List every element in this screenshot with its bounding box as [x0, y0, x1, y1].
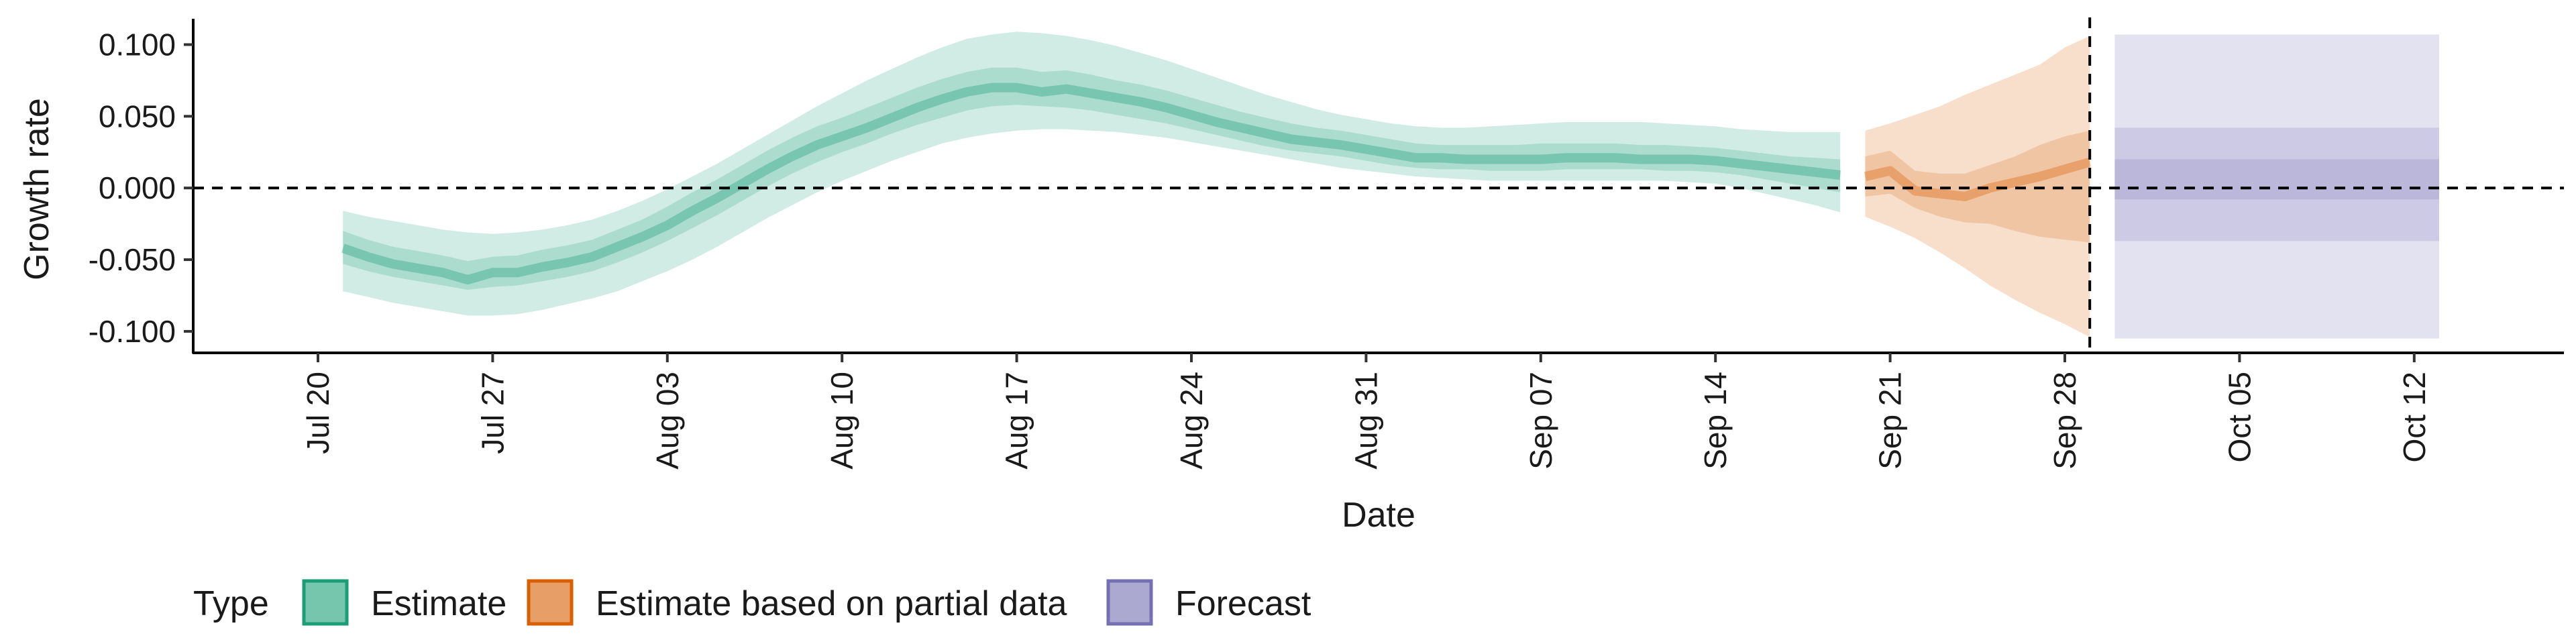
uncertainty-bands — [343, 32, 2439, 339]
x-tick-label: Sep 28 — [2047, 372, 2082, 470]
median-lines — [341, 83, 2092, 284]
forecast-band-90 — [2114, 34, 2439, 339]
x-tick-label: Oct 05 — [2222, 372, 2257, 463]
forecast-band-20 — [2114, 159, 2439, 200]
x-tick-label: Sep 21 — [1873, 372, 1908, 470]
legend-swatch — [302, 579, 349, 626]
legend-label: Estimate — [371, 584, 506, 623]
reference-lines — [193, 17, 2564, 353]
y-tick-label: -0.050 — [89, 242, 176, 277]
estimate-based-on-partial-data-band-50 — [1865, 130, 2090, 243]
x-tick-label: Aug 03 — [650, 372, 685, 470]
y-tick-label: 0.100 — [99, 27, 176, 62]
x-tick-label: Aug 24 — [1174, 372, 1209, 470]
x-tick-label: Sep 14 — [1698, 372, 1733, 470]
y-tick-label: -0.100 — [89, 314, 176, 349]
forecast-band-50 — [2114, 127, 2439, 241]
estimate-based-on-partial-data-band-90 — [1865, 36, 2090, 337]
legend-label: Estimate based on partial data — [596, 584, 1067, 623]
legend-title: Type — [193, 584, 269, 623]
axes — [192, 19, 2564, 354]
x-tick-label: Aug 17 — [1000, 372, 1034, 470]
estimate-median-line — [341, 83, 1841, 284]
legend-item-estimate-based-on-partial-data: Estimate based on partial data — [527, 579, 1067, 626]
legend-item-forecast: Forecast — [1106, 579, 1311, 626]
y-axis-title: Growth rate — [17, 98, 56, 280]
x-axis-title: Date — [1342, 496, 1415, 535]
legend-items: Estimate Estimate based on partial data Fo… — [302, 579, 1311, 626]
legend-swatch — [1106, 579, 1153, 626]
legend: Type Estimate Estimate based on partial d… — [193, 579, 1311, 626]
x-tick-label: Aug 10 — [824, 372, 859, 470]
estimate-band-90 — [343, 32, 1841, 316]
x-tick-label: Jul 20 — [301, 372, 335, 454]
y-tick-label: 0.000 — [99, 170, 176, 205]
x-tick-label: Oct 12 — [2397, 372, 2432, 463]
estimate-based-on-partial-data-median-line — [1864, 157, 2092, 201]
legend-item-estimate: Estimate — [302, 579, 506, 626]
legend-swatch — [527, 579, 574, 626]
x-tick-label: Jul 27 — [475, 372, 510, 454]
estimate-band-50 — [343, 67, 1841, 290]
x-axis-ticks: Jul 20 Jul 27 Aug 03 Aug 10 Aug 17 Aug 24 Aug … — [301, 353, 2432, 470]
x-tick-label: Aug 31 — [1348, 372, 1383, 470]
x-tick-label: Sep 07 — [1523, 372, 1558, 470]
legend-label: Forecast — [1175, 584, 1311, 623]
y-tick-label: 0.050 — [99, 99, 176, 133]
y-axis-ticks: -0.100 -0.050 0.000 0.050 0.100 — [89, 27, 193, 349]
